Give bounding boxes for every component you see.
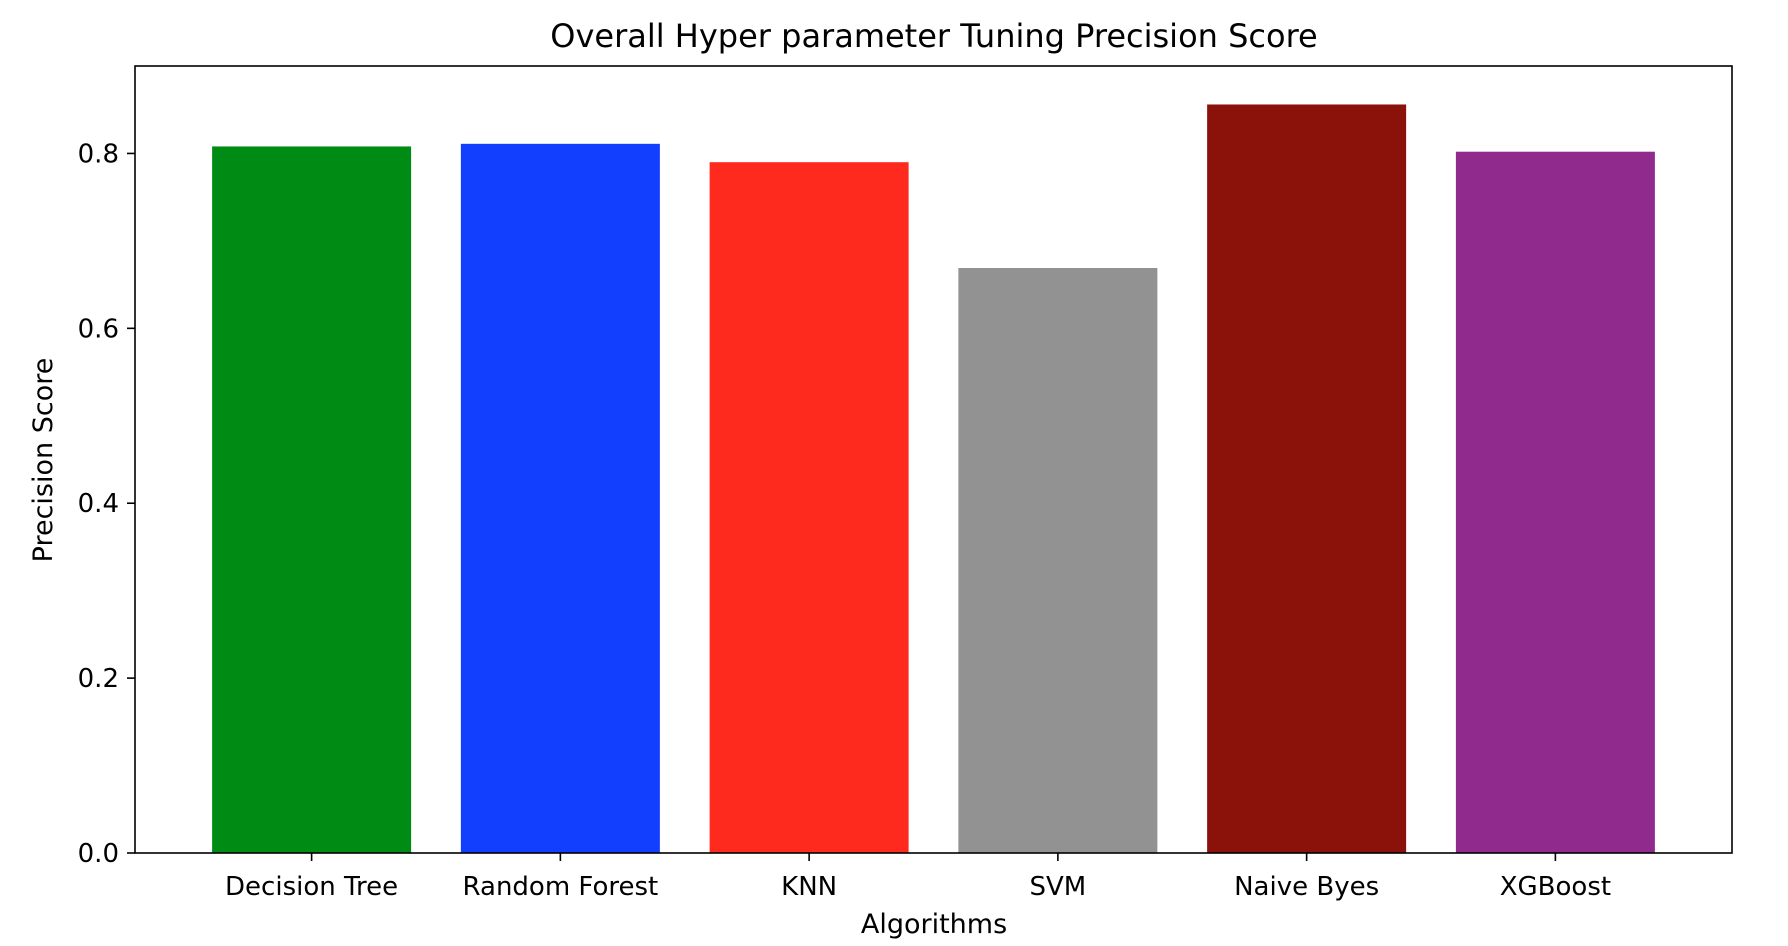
y-tick-label: 0.6 bbox=[78, 314, 119, 344]
bar-knn bbox=[709, 162, 909, 853]
bars-group bbox=[212, 104, 1655, 854]
x-tick-label: KNN bbox=[781, 872, 837, 902]
x-tick-label: SVM bbox=[1030, 872, 1087, 902]
x-tick-label: XGBoost bbox=[1500, 872, 1611, 902]
y-tick-label: 0.8 bbox=[78, 139, 119, 169]
x-axis-label: Algorithms bbox=[861, 909, 1007, 940]
x-tick-label: Decision Tree bbox=[225, 872, 398, 902]
y-axis: 0.0 0.2 0.4 0.6 0.8 bbox=[78, 139, 135, 869]
bar-naive-byes bbox=[1207, 104, 1407, 853]
bar-random-forest bbox=[460, 143, 660, 853]
x-tick-label: Naive Byes bbox=[1234, 872, 1379, 902]
y-tick-label: 0.2 bbox=[78, 664, 119, 694]
x-axis: Decision Tree Random Forest KNN SVM Naive By… bbox=[225, 853, 1611, 902]
plot-frame bbox=[134, 65, 1733, 854]
chart-title: Overall Hyper parameter Tuning Precision… bbox=[550, 17, 1317, 55]
bar-svm bbox=[958, 267, 1158, 853]
bar-xgboost bbox=[1455, 151, 1655, 853]
x-tick-label: Random Forest bbox=[463, 872, 659, 902]
bar-decision-tree bbox=[212, 146, 412, 854]
y-axis-label: Precision Score bbox=[28, 358, 59, 563]
y-tick-label: 0.4 bbox=[78, 489, 119, 519]
y-tick-label: 0.0 bbox=[78, 839, 119, 869]
